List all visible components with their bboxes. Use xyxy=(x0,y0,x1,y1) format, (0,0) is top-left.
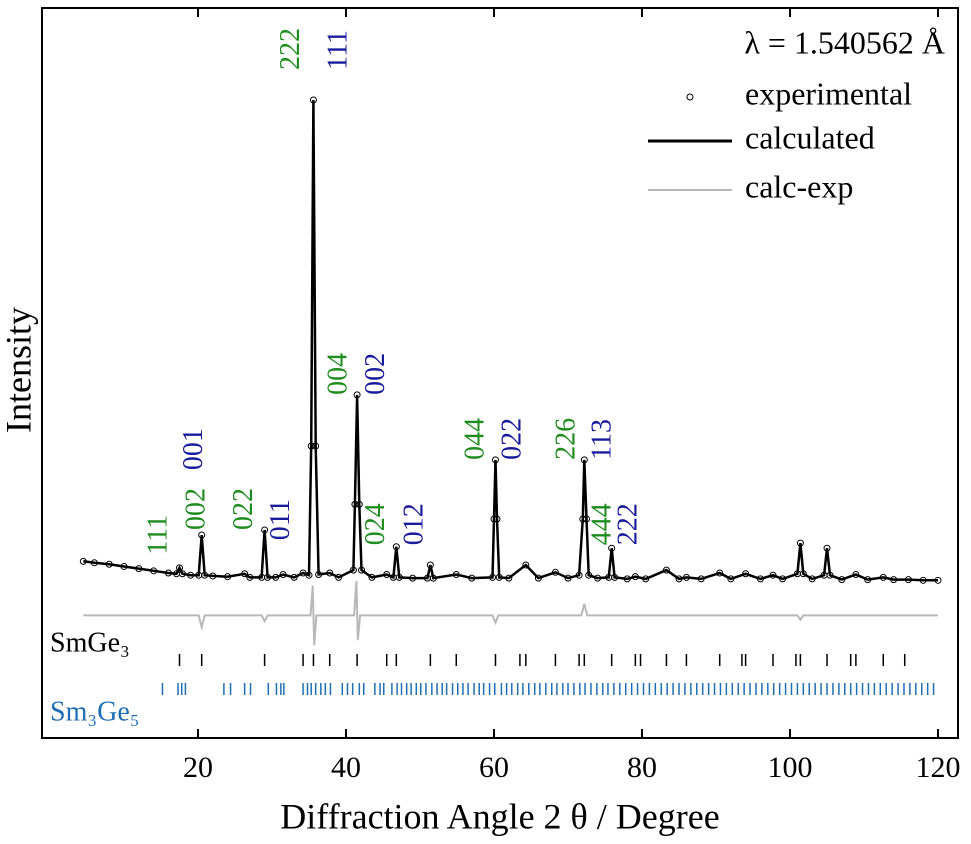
legend-marker xyxy=(686,93,694,101)
x-tick-label: 80 xyxy=(627,751,657,784)
x-tick-label: 40 xyxy=(331,751,361,784)
x-tick-label: 100 xyxy=(768,751,813,784)
hkl-label: 024 xyxy=(360,503,391,545)
x-tick-label: 120 xyxy=(916,751,961,784)
hkl-label: 226 xyxy=(550,418,581,460)
legend-label: experimental xyxy=(745,75,912,111)
data-point xyxy=(175,564,183,572)
hkl-label: 444 xyxy=(587,503,618,545)
data-point xyxy=(522,561,530,569)
legend-label: calculated xyxy=(745,119,875,155)
x-tick-label: 60 xyxy=(479,751,509,784)
x-tick-label: 20 xyxy=(183,751,213,784)
hkl-label: 011 xyxy=(265,499,296,540)
data-point xyxy=(335,573,343,581)
hkl-label: 222 xyxy=(613,503,644,545)
legend-label: calc-exp xyxy=(745,168,853,204)
hkl-label: 002 xyxy=(180,488,211,530)
series-line xyxy=(83,580,938,646)
plot-frame xyxy=(41,7,959,739)
hkl-label: 012 xyxy=(399,503,430,545)
hkl-label: 004 xyxy=(323,353,354,395)
hkl-label: 111 xyxy=(143,515,174,555)
hkl-label: 022 xyxy=(496,418,527,460)
hkl-label: 222 xyxy=(275,28,306,70)
phase-label: Sm₃Ge₅ xyxy=(50,696,140,727)
wavelength-note: λ = 1.540562 Å xyxy=(744,24,945,60)
hkl-label: 111 xyxy=(323,30,354,70)
hkl-label: 022 xyxy=(228,488,259,530)
y-axis-label: Intensity xyxy=(0,307,38,433)
hkl-label: 113 xyxy=(587,419,618,460)
hkl-label: 044 xyxy=(459,418,490,460)
phase-label: SmGe₃ xyxy=(50,627,130,658)
x-axis-label: Diffraction Angle 2 θ / Degree xyxy=(280,796,719,836)
series-line xyxy=(83,99,938,582)
hkl-label: 002 xyxy=(360,353,391,395)
hkl-label: 001 xyxy=(178,428,209,470)
